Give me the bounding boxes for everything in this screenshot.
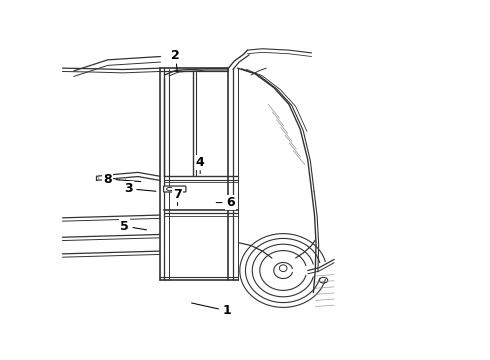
Text: 8: 8	[103, 172, 112, 185]
Text: 5: 5	[121, 220, 129, 233]
Text: 3: 3	[124, 182, 133, 195]
Text: 6: 6	[226, 196, 235, 209]
FancyBboxPatch shape	[164, 186, 186, 192]
Ellipse shape	[167, 187, 173, 191]
Text: 4: 4	[196, 156, 204, 169]
Ellipse shape	[279, 265, 287, 271]
Text: 7: 7	[173, 188, 182, 201]
Text: 1: 1	[222, 304, 231, 317]
Ellipse shape	[319, 277, 328, 283]
Text: 2: 2	[172, 49, 180, 62]
